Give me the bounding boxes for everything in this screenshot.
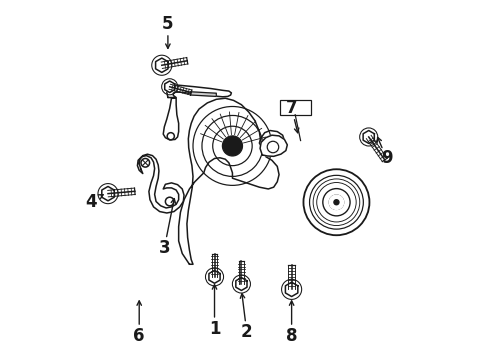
Polygon shape bbox=[156, 58, 168, 72]
Polygon shape bbox=[165, 81, 174, 93]
Circle shape bbox=[222, 136, 243, 156]
Text: 1: 1 bbox=[209, 320, 221, 338]
Text: 3: 3 bbox=[158, 239, 170, 257]
Polygon shape bbox=[209, 270, 220, 283]
Circle shape bbox=[329, 195, 343, 210]
Text: 9: 9 bbox=[381, 149, 392, 167]
Circle shape bbox=[303, 169, 369, 235]
Text: 6: 6 bbox=[133, 327, 145, 345]
Polygon shape bbox=[163, 98, 179, 140]
Polygon shape bbox=[167, 85, 231, 98]
Text: 8: 8 bbox=[286, 327, 297, 345]
Polygon shape bbox=[102, 186, 114, 201]
Polygon shape bbox=[285, 282, 298, 297]
Text: 2: 2 bbox=[241, 323, 253, 341]
Text: 4: 4 bbox=[85, 193, 97, 211]
Polygon shape bbox=[236, 278, 247, 291]
Text: 7: 7 bbox=[286, 99, 297, 117]
Circle shape bbox=[334, 200, 339, 205]
Polygon shape bbox=[179, 98, 285, 264]
Polygon shape bbox=[260, 135, 287, 156]
Polygon shape bbox=[137, 154, 184, 213]
Polygon shape bbox=[191, 92, 216, 96]
Text: 5: 5 bbox=[162, 15, 173, 33]
Bar bbox=[280, 100, 311, 115]
Polygon shape bbox=[363, 131, 374, 143]
